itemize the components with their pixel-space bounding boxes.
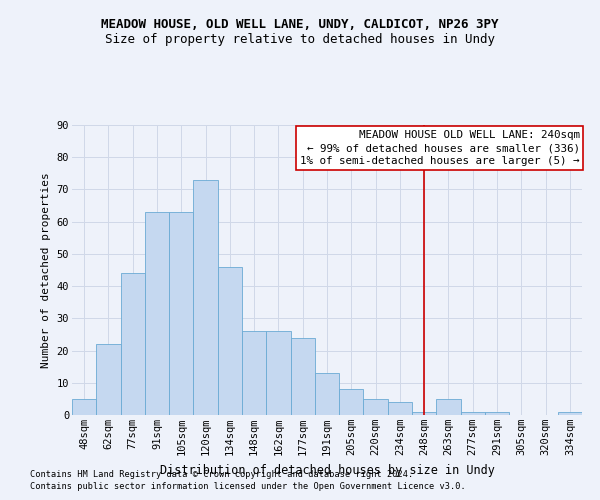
Bar	[485, 412, 509, 415]
Bar	[193, 180, 218, 415]
Bar	[96, 344, 121, 415]
X-axis label: Distribution of detached houses by size in Undy: Distribution of detached houses by size …	[160, 464, 494, 476]
Bar	[558, 412, 582, 415]
Bar	[242, 331, 266, 415]
Bar	[72, 399, 96, 415]
Bar	[218, 267, 242, 415]
Text: Size of property relative to detached houses in Undy: Size of property relative to detached ho…	[105, 32, 495, 46]
Bar	[266, 331, 290, 415]
Y-axis label: Number of detached properties: Number of detached properties	[41, 172, 51, 368]
Bar	[145, 212, 169, 415]
Bar	[290, 338, 315, 415]
Text: MEADOW HOUSE, OLD WELL LANE, UNDY, CALDICOT, NP26 3PY: MEADOW HOUSE, OLD WELL LANE, UNDY, CALDI…	[101, 18, 499, 30]
Text: Contains HM Land Registry data © Crown copyright and database right 2024.: Contains HM Land Registry data © Crown c…	[30, 470, 413, 479]
Bar	[169, 212, 193, 415]
Bar	[388, 402, 412, 415]
Bar	[436, 399, 461, 415]
Bar	[412, 412, 436, 415]
Bar	[315, 373, 339, 415]
Bar	[121, 273, 145, 415]
Bar	[461, 412, 485, 415]
Bar	[364, 399, 388, 415]
Bar	[339, 389, 364, 415]
Text: Contains public sector information licensed under the Open Government Licence v3: Contains public sector information licen…	[30, 482, 466, 491]
Text: MEADOW HOUSE OLD WELL LANE: 240sqm
← 99% of detached houses are smaller (336)
1%: MEADOW HOUSE OLD WELL LANE: 240sqm ← 99%…	[300, 130, 580, 166]
